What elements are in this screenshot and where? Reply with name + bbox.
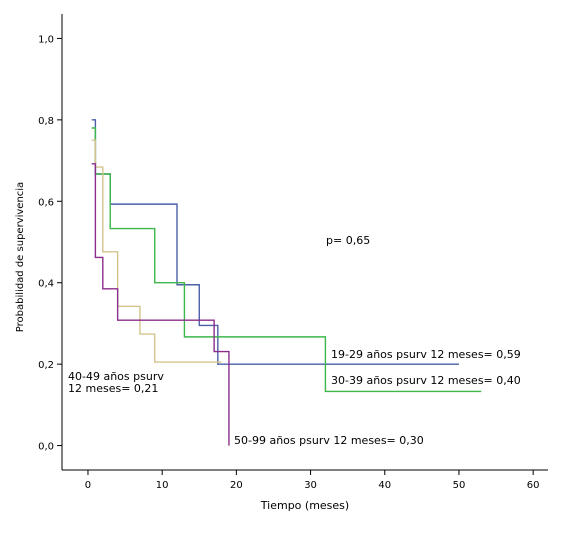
x-tick-label: 20 xyxy=(230,480,243,491)
survival-curve-1 xyxy=(91,119,459,365)
y-axis-label: Probabilidad de supervivencia xyxy=(15,182,26,332)
y-axis-ticks: 0,0 0,2 0,4 0,6 0,8 1,0 xyxy=(38,34,62,453)
x-tick-label: 0 xyxy=(85,480,91,491)
x-tick-label: 10 xyxy=(156,480,169,491)
survival-curves xyxy=(91,119,482,446)
survival-curve-4 xyxy=(91,163,230,446)
y-tick-label: 0,8 xyxy=(38,116,54,127)
y-tick-label: 0,0 xyxy=(38,442,54,453)
x-tick-label: 50 xyxy=(453,480,466,491)
y-tick-label: 1,0 xyxy=(38,34,54,45)
x-axis-label: Tiempo (meses) xyxy=(260,499,349,512)
label-19-29: 19-29 años psurv 12 meses= 0,59 xyxy=(331,348,521,361)
y-tick-label: 0,2 xyxy=(38,360,54,371)
plot-frame xyxy=(61,14,548,471)
label-50-99: 50-99 años psurv 12 meses= 0,30 xyxy=(234,434,424,447)
x-tick-label: 30 xyxy=(304,480,317,491)
x-tick-label: 40 xyxy=(378,480,391,491)
x-axis-ticks: 0 10 20 30 40 50 60 xyxy=(85,470,540,491)
y-tick-label: 0,4 xyxy=(38,279,54,290)
y-tick-label: 0,6 xyxy=(38,197,54,208)
label-30-39: 30-39 años psurv 12 meses= 0,40 xyxy=(331,374,521,387)
pvalue-annotation: p= 0,65 xyxy=(326,234,370,247)
label-40-49: 40-49 años psurv 12 meses= 0,21 xyxy=(68,370,164,395)
x-tick-label: 60 xyxy=(527,480,540,491)
survival-curve-3 xyxy=(91,139,222,363)
